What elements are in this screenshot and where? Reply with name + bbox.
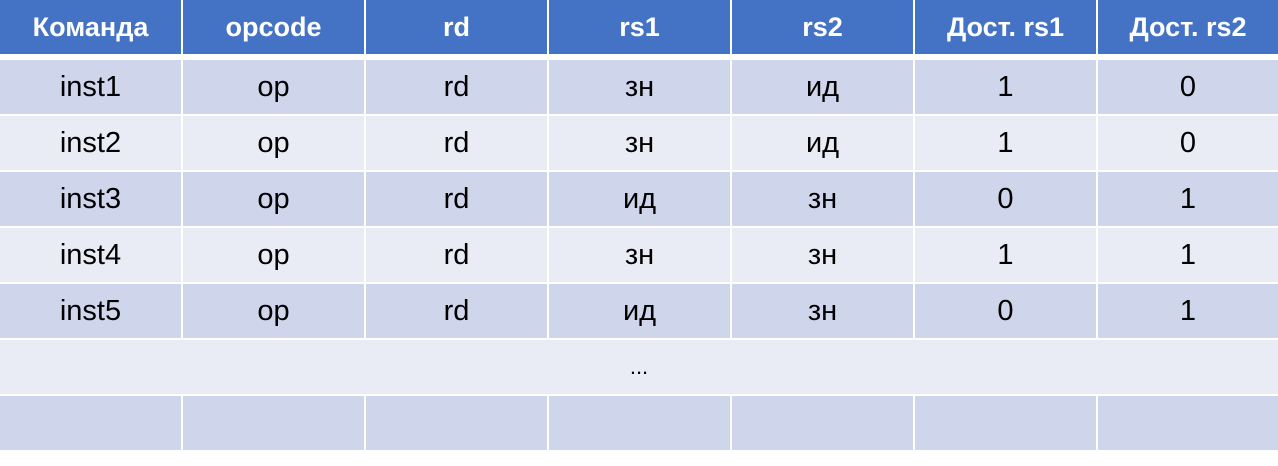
cell-rd: rd bbox=[364, 282, 549, 340]
cell-rs2: ид bbox=[730, 56, 915, 116]
cell-opcode: op bbox=[181, 282, 366, 340]
table-row: inst5 op rd ид зн 0 1 bbox=[0, 282, 1278, 340]
empty-cell bbox=[913, 394, 1098, 452]
cell-rs2: ид bbox=[730, 114, 915, 172]
cell-rs1: зн bbox=[547, 226, 732, 284]
cell-rd: rd bbox=[364, 226, 549, 284]
cell-rd: rd bbox=[364, 114, 549, 172]
header-command: Команда bbox=[0, 0, 183, 60]
cell-rs1: зн bbox=[547, 56, 732, 116]
cell-avail-rs2: 1 bbox=[1096, 170, 1278, 228]
empty-cell bbox=[364, 394, 549, 452]
cell-opcode: op bbox=[181, 56, 366, 116]
cell-avail-rs1: 0 bbox=[913, 282, 1098, 340]
empty-cell bbox=[547, 394, 732, 452]
cell-avail-rs2: 0 bbox=[1096, 114, 1278, 172]
header-opcode: opcode bbox=[181, 0, 366, 60]
cell-rs2: зн bbox=[730, 282, 915, 340]
cell-command: inst2 bbox=[0, 114, 183, 172]
cell-rs1: ид bbox=[547, 170, 732, 228]
cell-avail-rs2: 1 bbox=[1096, 282, 1278, 340]
header-avail-rs2: Дост. rs2 bbox=[1096, 0, 1278, 60]
cell-rs1: зн bbox=[547, 114, 732, 172]
cell-opcode: op bbox=[181, 226, 366, 284]
empty-cell bbox=[0, 394, 183, 452]
instruction-table: Команда opcode rd rs1 rs2 Дост. rs1 Дост… bbox=[0, 0, 1278, 452]
cell-avail-rs2: 0 bbox=[1096, 56, 1278, 116]
cell-command: inst1 bbox=[0, 56, 183, 116]
cell-rd: rd bbox=[364, 56, 549, 116]
cell-command: inst4 bbox=[0, 226, 183, 284]
ellipsis-row: ... bbox=[0, 338, 1278, 396]
cell-avail-rs1: 1 bbox=[913, 226, 1098, 284]
empty-cell bbox=[181, 394, 366, 452]
header-row: Команда opcode rd rs1 rs2 Дост. rs1 Дост… bbox=[0, 0, 1278, 60]
cell-opcode: op bbox=[181, 114, 366, 172]
cell-rs1: ид bbox=[547, 282, 732, 340]
table-row: inst3 op rd ид зн 0 1 bbox=[0, 170, 1278, 228]
cell-command: inst5 bbox=[0, 282, 183, 340]
cell-rd: rd bbox=[364, 170, 549, 228]
header-rs2: rs2 bbox=[730, 0, 915, 60]
header-rs1: rs1 bbox=[547, 0, 732, 60]
table-row: inst4 op rd зн зн 1 1 bbox=[0, 226, 1278, 284]
table-row: inst1 op rd зн ид 1 0 bbox=[0, 56, 1278, 116]
empty-cell bbox=[1096, 394, 1278, 452]
empty-row bbox=[0, 394, 1278, 452]
header-rd: rd bbox=[364, 0, 549, 60]
empty-cell bbox=[730, 394, 915, 452]
cell-avail-rs1: 0 bbox=[913, 170, 1098, 228]
cell-opcode: op bbox=[181, 170, 366, 228]
cell-rs2: зн bbox=[730, 226, 915, 284]
table-row: inst2 op rd зн ид 1 0 bbox=[0, 114, 1278, 172]
ellipsis-cell: ... bbox=[0, 338, 1278, 396]
cell-command: inst3 bbox=[0, 170, 183, 228]
cell-avail-rs1: 1 bbox=[913, 56, 1098, 116]
cell-rs2: зн bbox=[730, 170, 915, 228]
header-avail-rs1: Дост. rs1 bbox=[913, 0, 1098, 60]
cell-avail-rs2: 1 bbox=[1096, 226, 1278, 284]
cell-avail-rs1: 1 bbox=[913, 114, 1098, 172]
